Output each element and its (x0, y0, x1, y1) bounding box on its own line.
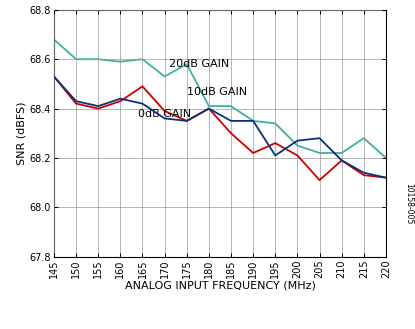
Text: 10158-005: 10158-005 (404, 183, 413, 225)
Text: 10dB GAIN: 10dB GAIN (187, 87, 247, 97)
Text: 20dB GAIN: 20dB GAIN (169, 59, 229, 69)
Text: 0dB GAIN: 0dB GAIN (138, 109, 191, 119)
X-axis label: ANALOG INPUT FREQUENCY (MHz): ANALOG INPUT FREQUENCY (MHz) (124, 281, 315, 291)
Y-axis label: SNR (dBFS): SNR (dBFS) (17, 101, 27, 165)
